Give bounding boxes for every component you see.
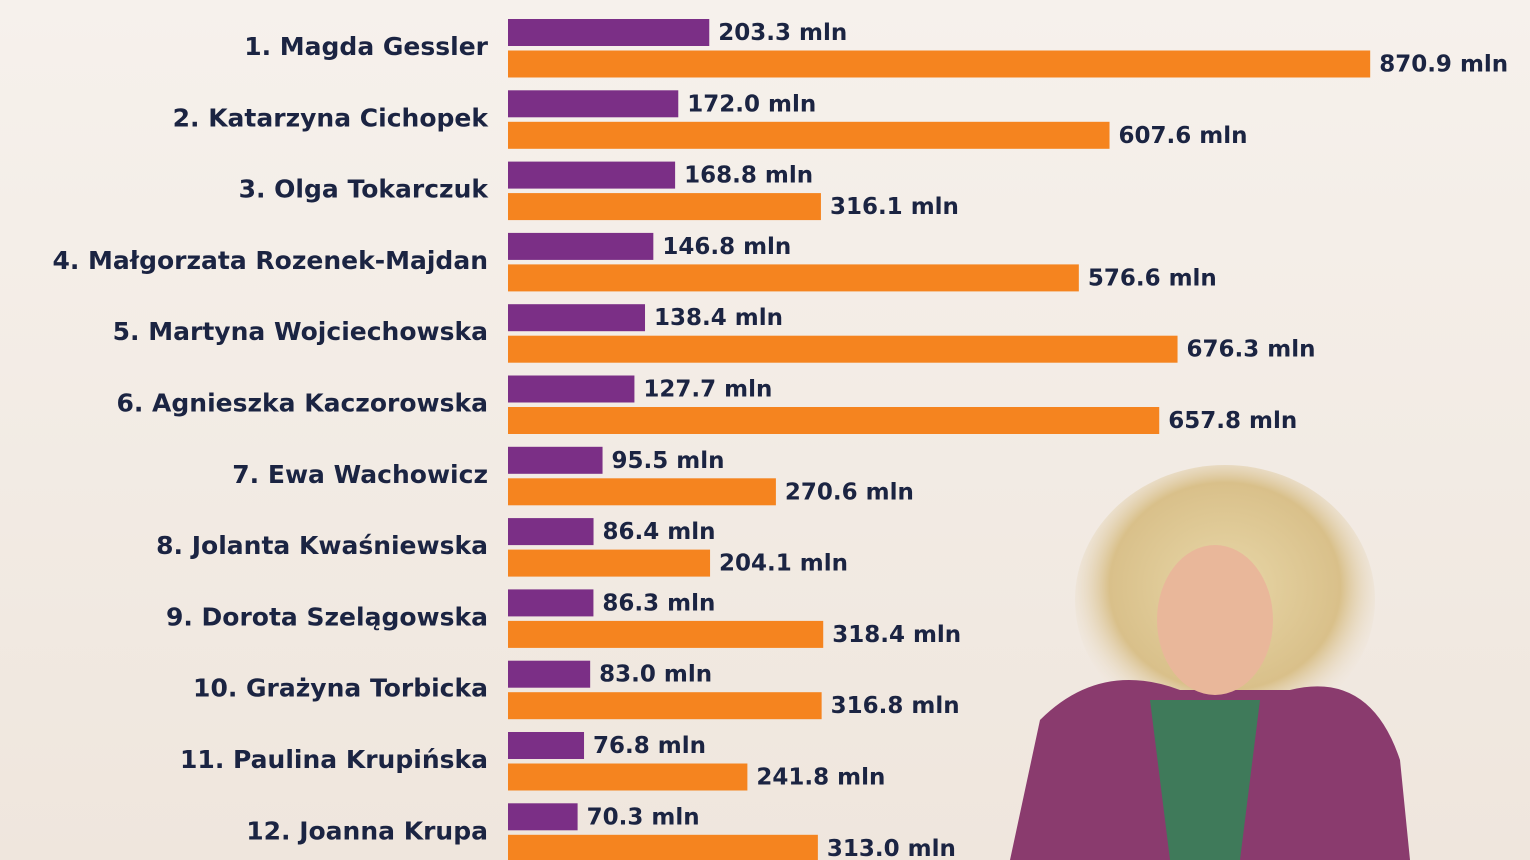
bar [508, 518, 594, 546]
category-label: 4. Małgorzata Rozenek-Majdan [52, 246, 488, 275]
value-label: 168.8 mln [684, 163, 813, 189]
value-label: 318.4 mln [832, 622, 961, 648]
category-label: 9. Dorota Szelągowska [166, 602, 488, 631]
value-label: 70.3 mln [587, 804, 700, 830]
bar [508, 232, 654, 260]
bar [508, 478, 776, 506]
bar [508, 161, 676, 189]
value-label: 204.1 mln [719, 551, 848, 577]
bar [508, 193, 821, 221]
category-label: 8. Jolanta Kwaśniewska [156, 531, 488, 560]
value-label: 870.9 mln [1379, 52, 1508, 78]
value-label: 146.8 mln [662, 234, 791, 260]
bar [508, 90, 679, 118]
bar [508, 446, 603, 474]
category-label: 3. Olga Tokarczuk [239, 175, 490, 204]
value-label: 76.8 mln [593, 733, 706, 759]
bar [508, 692, 822, 720]
bar [508, 660, 591, 688]
bar [508, 304, 646, 332]
value-label: 676.3 mln [1187, 337, 1316, 363]
value-label: 83.0 mln [599, 662, 712, 688]
value-label: 270.6 mln [785, 479, 914, 505]
bar [508, 803, 578, 831]
value-label: 86.3 mln [602, 590, 715, 616]
bar [508, 50, 1371, 78]
bar [508, 763, 748, 791]
bar [508, 375, 635, 403]
bar [508, 264, 1079, 292]
bar [508, 620, 824, 648]
category-label: 6. Agnieszka Kaczorowska [116, 389, 488, 418]
bar [508, 407, 1160, 434]
value-label: 607.6 mln [1119, 123, 1248, 149]
category-label: 2. Katarzyna Cichopek [173, 103, 490, 132]
bar [508, 589, 594, 617]
value-label: 138.4 mln [654, 305, 783, 331]
bar [508, 549, 711, 577]
bar [508, 732, 585, 759]
bar [508, 19, 710, 46]
bar [508, 121, 1110, 149]
category-label: 11. Paulina Krupińska [180, 745, 488, 774]
category-label: 1. Magda Gessler [244, 32, 488, 61]
value-label: 576.6 mln [1088, 265, 1217, 291]
value-label: 127.7 mln [643, 377, 772, 403]
value-label: 316.1 mln [830, 194, 959, 220]
category-label: 12. Joanna Krupa [246, 816, 488, 845]
value-label: 241.8 mln [756, 765, 885, 791]
value-label: 313.0 mln [827, 836, 956, 860]
bar [508, 335, 1178, 363]
value-label: 203.3 mln [718, 20, 847, 46]
category-label: 10. Grażyna Torbicka [193, 674, 488, 703]
bar [508, 834, 818, 860]
value-label: 86.4 mln [603, 519, 716, 545]
category-label: 7. Ewa Wachowicz [232, 460, 488, 489]
value-label: 172.0 mln [687, 91, 816, 117]
value-label: 95.5 mln [612, 448, 725, 474]
value-label: 657.8 mln [1168, 408, 1297, 434]
category-label: 5. Martyna Wojciechowska [113, 317, 488, 346]
value-label: 316.8 mln [831, 693, 960, 719]
photo [1010, 465, 1410, 860]
